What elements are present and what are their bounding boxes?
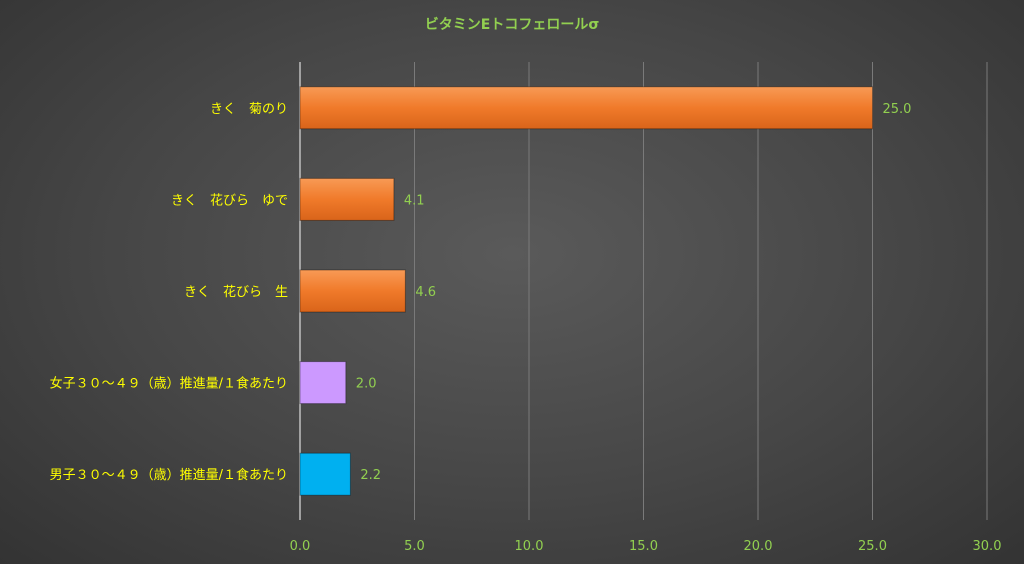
data-labels: 25.0 4.1 4.6 2.0 2.2 (356, 102, 912, 483)
grid-lines (299, 62, 988, 520)
data-label: 2.2 (360, 468, 381, 483)
category-label: きく 花びら ゆで (171, 192, 288, 208)
bar (299, 269, 406, 313)
data-label: 4.6 (415, 285, 436, 300)
x-tick-label: 15.0 (629, 539, 658, 554)
bars (299, 86, 873, 496)
x-tick-label: 10.0 (515, 539, 544, 554)
data-label: 2.0 (356, 377, 377, 392)
category-label: 女子３０～４９（歳）推進量/１食あたり (50, 376, 288, 392)
x-tick-label: 0.0 (290, 539, 311, 554)
bar (299, 86, 873, 130)
x-tick-label: 30.0 (973, 539, 1002, 554)
chart-title: ビタミンEトコフェロールσ (425, 17, 600, 33)
data-label: 25.0 (883, 102, 912, 117)
category-label: きく 菊のり (210, 102, 288, 117)
bar (299, 177, 395, 221)
category-label: きく 花びら 生 (184, 284, 288, 300)
bar (299, 452, 351, 496)
x-tick-label: 5.0 (404, 539, 425, 554)
x-tick-labels: 0.0 5.0 10.0 15.0 20.0 25.0 30.0 (290, 539, 1002, 554)
data-label: 4.1 (404, 193, 425, 208)
category-label: 男子３０～４９（歳）推進量/１食あたり (50, 467, 288, 483)
bar (299, 361, 347, 405)
x-tick-label: 20.0 (744, 539, 773, 554)
x-tick-label: 25.0 (858, 539, 887, 554)
